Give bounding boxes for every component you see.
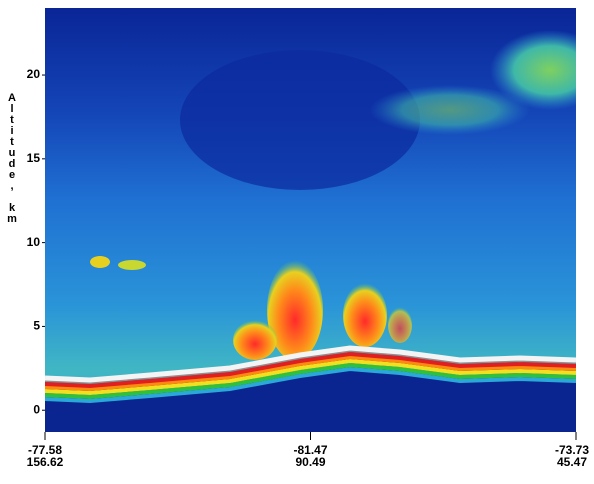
x-tick-label: 156.62 — [27, 455, 64, 469]
cloud — [343, 283, 387, 347]
cloud — [233, 320, 277, 360]
y-tick-label: 10 — [27, 235, 41, 249]
aerosol — [90, 256, 110, 268]
y-tick-label: 20 — [27, 67, 41, 81]
x-tick-label: -81.47 — [293, 443, 327, 457]
y-tick-label: 0 — [33, 402, 40, 416]
cloud-top-right — [490, 30, 576, 110]
cloud-band — [370, 85, 530, 135]
x-tick-label: -73.73 — [555, 443, 589, 457]
cloud — [388, 307, 412, 343]
x-tick-label: 90.49 — [295, 455, 325, 469]
clear-region — [180, 50, 420, 190]
cloud — [267, 260, 323, 360]
y-tick-label: 5 — [33, 319, 40, 333]
curtain-image — [45, 8, 576, 432]
surface — [45, 345, 576, 404]
x-tick-label: 45.47 — [557, 455, 587, 469]
x-tick-label: -77.58 — [28, 443, 62, 457]
y-axis-label: Altitude, km — [6, 92, 18, 224]
y-tick-label: 15 — [27, 151, 41, 165]
aerosol — [118, 260, 146, 270]
